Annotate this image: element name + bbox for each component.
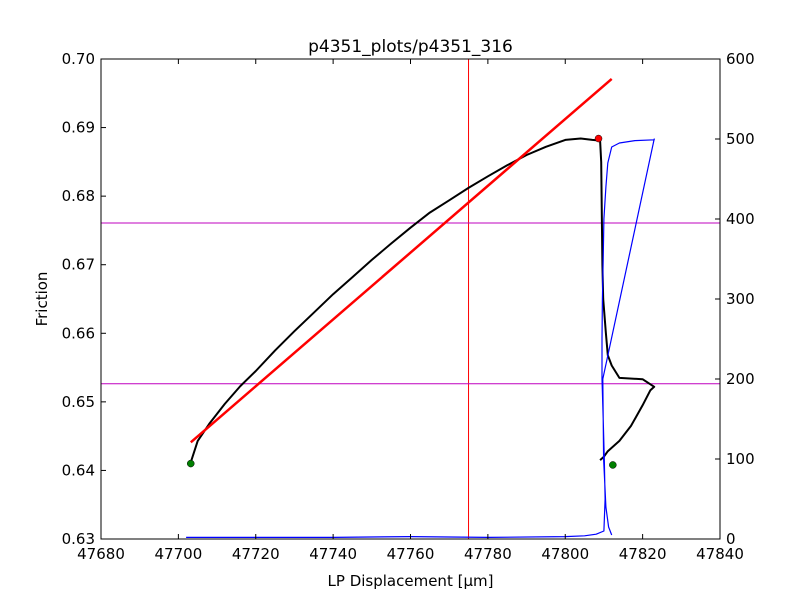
x-tick-label: 47780: [464, 545, 512, 563]
y2-tick-label: 200: [726, 370, 755, 388]
series-friction-line: [189, 137, 656, 463]
x-tick-label: 47740: [309, 545, 357, 563]
x-axis: 47680 47700 47720 47740 47760 47780 47800 47820…: [77, 59, 744, 563]
x-tick-label: 47820: [619, 545, 667, 563]
y2-tick-label: 600: [726, 50, 755, 68]
y-tick-label: 0.66: [62, 324, 95, 342]
marker-end: [609, 461, 617, 469]
y-axis-label: Friction: [33, 272, 51, 327]
y-tick-label: 0.65: [62, 393, 95, 411]
x-tick-label: 47840: [696, 545, 744, 563]
marker-start: [187, 459, 195, 468]
x-tick-label: 47720: [232, 545, 280, 563]
x-axis-label: LP Displacement [μm]: [328, 572, 494, 590]
y-tick-label: 0.68: [62, 187, 95, 205]
y2-tick-label: 300: [726, 290, 755, 308]
marker-peak: [594, 134, 603, 143]
y2-tick-label: 0: [726, 530, 736, 548]
series-right-axis-line: [186, 138, 655, 539]
y-axis-left: 0.63 0.64 0.65 0.66 0.67 0.68 0.69 0.70: [62, 50, 106, 548]
series-fit-line: [189, 77, 613, 444]
x-tick-label: 47760: [387, 545, 435, 563]
y-tick-label: 0.67: [62, 256, 95, 274]
y-tick-label: 0.70: [62, 50, 95, 68]
x-tick-label: 47680: [77, 545, 125, 563]
y2-tick-label: 400: [726, 210, 755, 228]
y2-tick-label: 100: [726, 450, 755, 468]
y2-tick-label: 500: [726, 130, 755, 148]
y-axis-right: 0 100 200 300 400 500 600: [715, 50, 755, 548]
chart-title: p4351_plots/p4351_316: [308, 37, 513, 57]
plot-frame: [100, 58, 721, 540]
y-tick-label: 0.69: [62, 119, 95, 137]
x-tick-label: 47800: [541, 545, 589, 563]
y-tick-label: 0.64: [62, 461, 95, 479]
y-tick-label: 0.63: [62, 530, 95, 548]
plot-area: [101, 59, 720, 539]
x-tick-label: 47700: [155, 545, 203, 563]
